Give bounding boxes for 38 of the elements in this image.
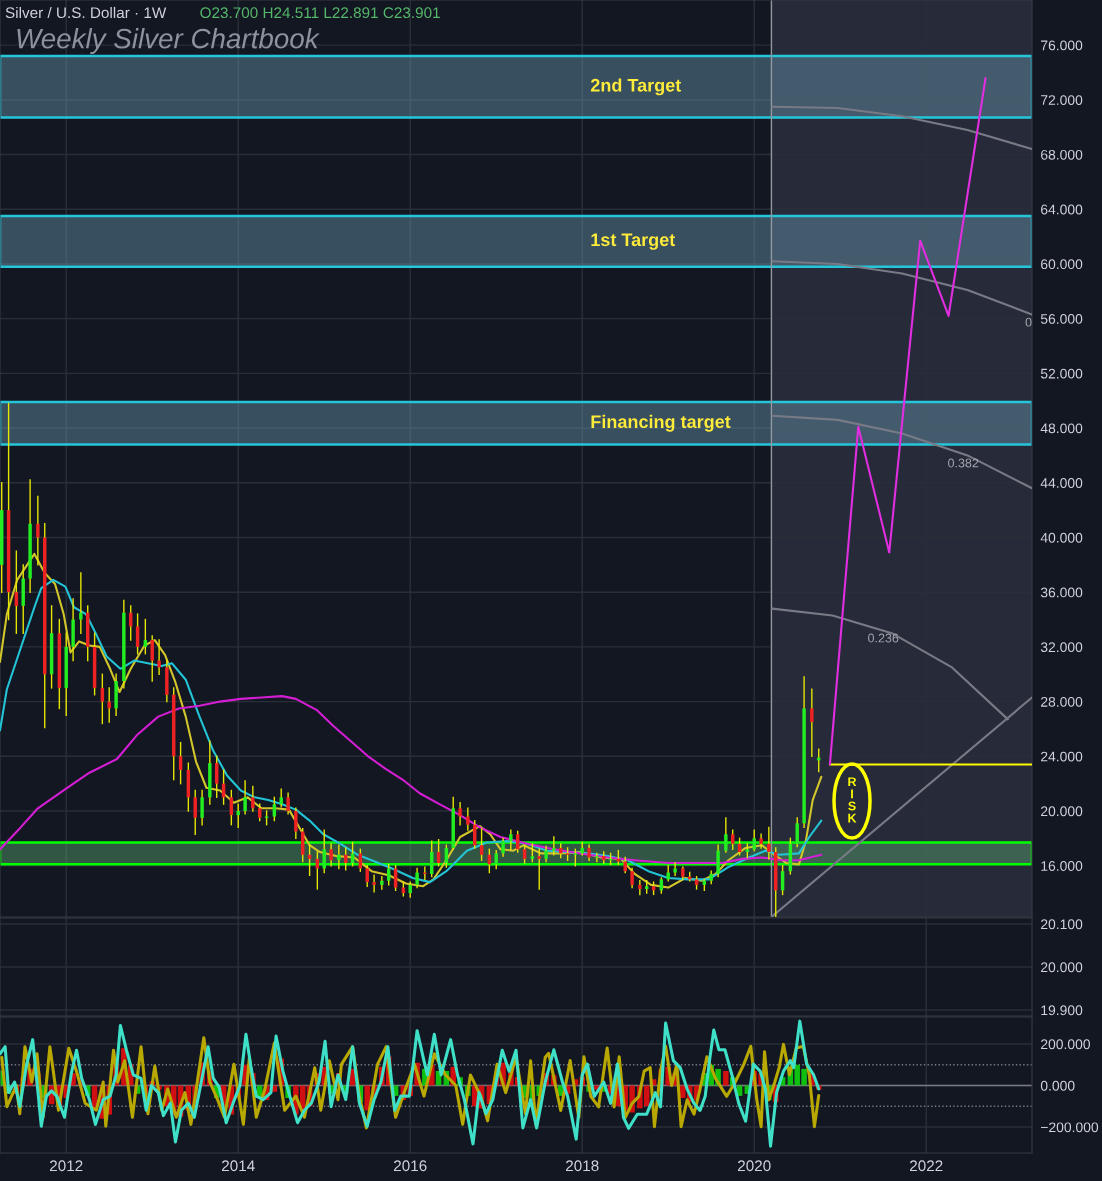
y-tick-label: 24.000 xyxy=(1041,751,1083,762)
y-tick-label: −200.000 xyxy=(1041,1122,1099,1133)
y-tick-label: 20.000 xyxy=(1041,962,1083,973)
y-tick-label: 40.000 xyxy=(1040,532,1083,543)
annotation: 0 xyxy=(1025,317,1032,327)
annotation: O23.700 H24.511 L22.891 C23.901 xyxy=(200,7,440,19)
y-tick-label: 20.100 xyxy=(1041,919,1083,930)
y-tick-label: 52.000 xyxy=(1040,368,1083,379)
annotation: 0.382 xyxy=(948,458,979,468)
y-tick-label: 28.000 xyxy=(1041,696,1083,707)
y-tick-label: 200.000 xyxy=(1041,1039,1090,1050)
y-tick-label: 48.000 xyxy=(1040,423,1083,434)
band-label: 2nd Target xyxy=(590,78,682,96)
x-tick-label: 2012 xyxy=(50,1160,83,1172)
x-tick-label: 2020 xyxy=(738,1160,771,1172)
band-label: Financing target xyxy=(591,414,731,432)
y-tick-label: 20.000 xyxy=(1041,806,1083,817)
y-tick-label: 56.000 xyxy=(1040,313,1083,324)
annotation: RISK xyxy=(848,777,857,823)
annotation: 0.236 xyxy=(868,633,899,643)
y-tick-label: 72.000 xyxy=(1041,95,1083,106)
x-tick-label: 2022 xyxy=(910,1160,943,1172)
y-tick-label: 64.000 xyxy=(1041,204,1083,215)
y-tick-label: 68.000 xyxy=(1041,149,1083,160)
y-tick-label: 19.900 xyxy=(1041,1005,1083,1016)
y-tick-label: 44.000 xyxy=(1040,478,1083,488)
chart-title: Silver / U.S. Dollar · 1W xyxy=(5,6,167,19)
band-label: 1st Target xyxy=(591,233,676,250)
x-tick-label: 2018 xyxy=(566,1160,599,1172)
y-tick-label: 60.000 xyxy=(1041,259,1083,270)
y-tick-label: 0.000 xyxy=(1040,1080,1075,1091)
text: Weekly Silver Chartbook xyxy=(17,28,320,54)
y-tick-label: 36.000 xyxy=(1040,587,1083,598)
x-tick-label: 2016 xyxy=(394,1160,427,1172)
y-tick-label: 76.000 xyxy=(1041,40,1083,51)
x-tick-label: 2014 xyxy=(222,1160,255,1172)
y-tick-label: 16.000 xyxy=(1041,861,1083,871)
y-tick-label: 32.000 xyxy=(1040,642,1083,653)
